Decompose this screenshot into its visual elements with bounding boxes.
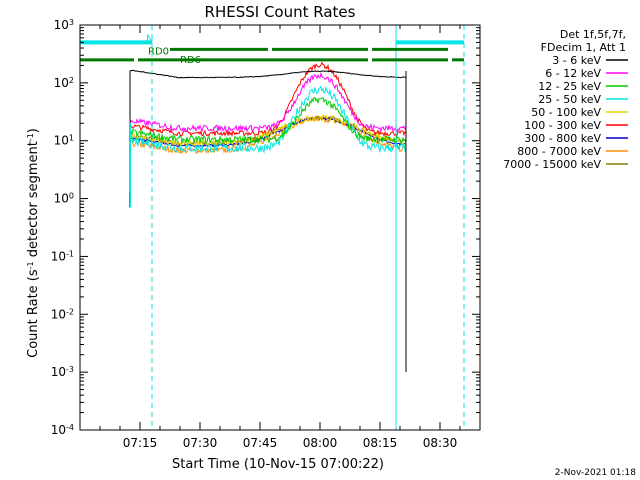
x-tick-label: 07:15 — [123, 436, 158, 450]
x-tick-label: 07:30 — [183, 436, 218, 450]
series-line — [129, 97, 407, 145]
rd0-label: RD0 — [148, 46, 169, 57]
legend-entry-label: 300 - 800 keV — [524, 132, 601, 145]
night-label: N — [146, 33, 153, 44]
timestamp: 2-Nov-2021 01:18 — [555, 468, 637, 478]
series-line — [129, 69, 407, 79]
x-tick-label: 08:00 — [303, 436, 338, 450]
legend-entry-label: 3 - 6 keV — [552, 54, 601, 67]
series-line — [129, 85, 407, 154]
legend-entry-label: 7000 - 15000 keV — [503, 158, 601, 171]
x-tick-label: 08:30 — [423, 436, 458, 450]
legend-entry-label: 6 - 12 keV — [545, 67, 601, 80]
series-line — [129, 113, 407, 148]
legend-entry-label: 25 - 50 keV — [538, 93, 601, 106]
rd6-label: RD6 — [180, 55, 201, 66]
legend-entry-label: 50 - 100 keV — [531, 106, 601, 119]
series-line — [129, 71, 407, 133]
legend-entry-label: 12 - 25 keV — [538, 80, 601, 93]
y-axis-label: Count Rate (s-1 detector segment-1) — [26, 128, 42, 358]
x-tick-label: 07:45 — [243, 436, 278, 450]
legend-entry-label: 800 - 7000 keV — [517, 145, 601, 158]
legend-entry-label: 100 - 300 keV — [524, 119, 601, 132]
x-axis-label: Start Time (10-Nov-15 07:00:22) — [172, 457, 384, 472]
x-tick-label: 08:15 — [363, 436, 398, 450]
legend-header-line: Det 1f,5f,7f, — [560, 28, 626, 41]
series-line — [129, 61, 407, 138]
chart-title: RHESSI Count Rates — [205, 3, 356, 21]
legend-header-line: FDecim 1, Att 1 — [541, 41, 626, 54]
series-group — [129, 61, 407, 373]
